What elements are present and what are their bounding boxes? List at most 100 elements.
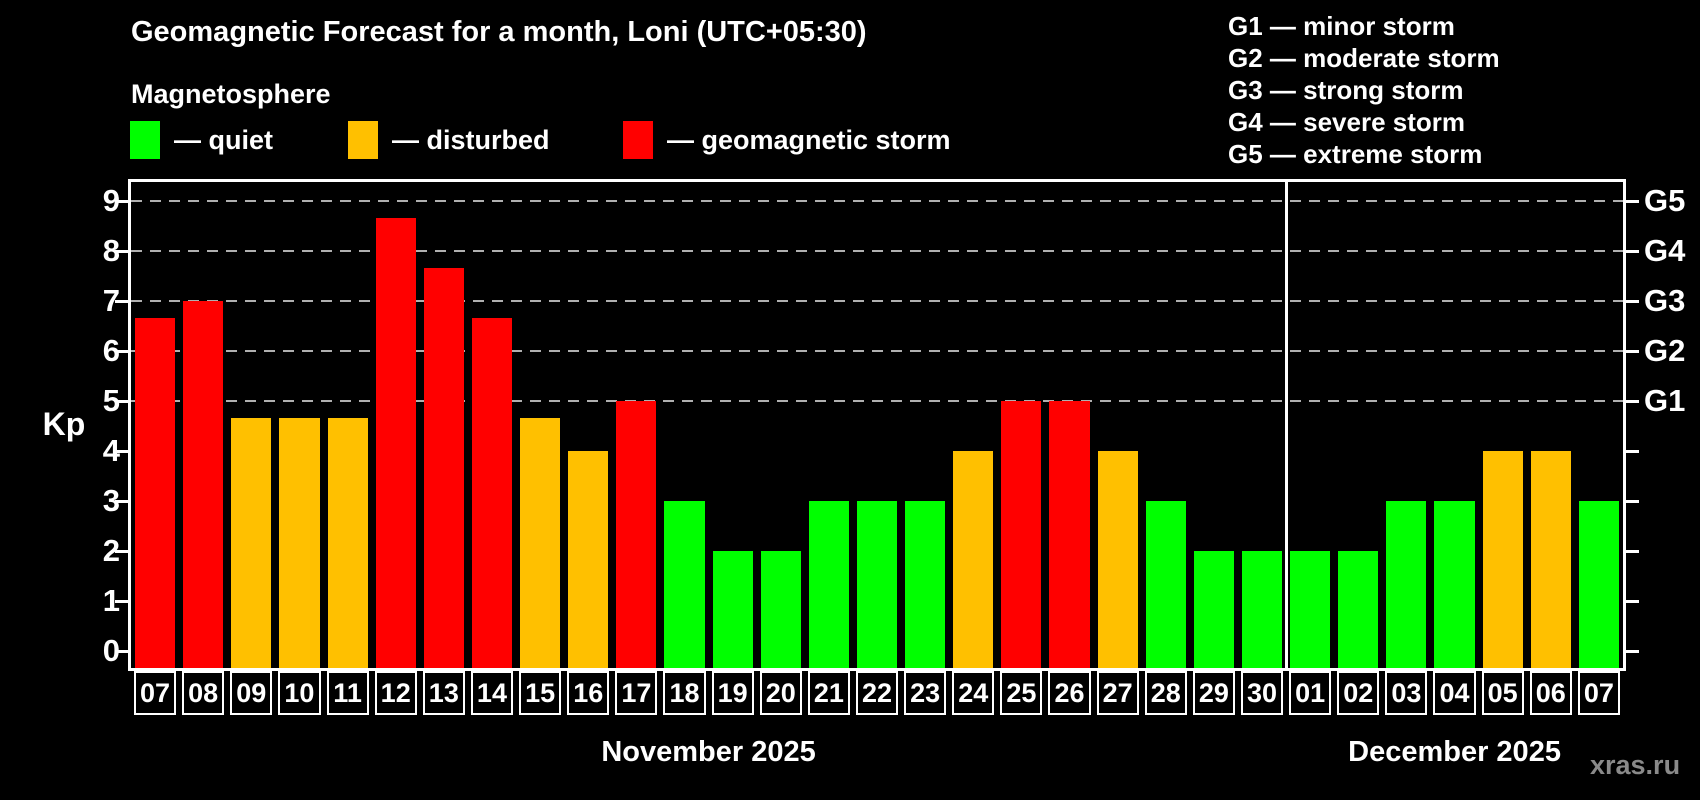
day-label-box: 16 <box>567 671 610 715</box>
y-axis-tick <box>115 399 128 403</box>
y-axis-tick-label: 0 <box>102 633 120 668</box>
g-axis-tick <box>1626 399 1639 403</box>
y-axis-tick <box>115 649 128 653</box>
y-axis-tick-label: 6 <box>102 333 120 368</box>
day-label-box: 04 <box>1433 671 1476 715</box>
quiet-swatch-icon <box>130 121 160 159</box>
g-scale-line: G2 — moderate storm <box>1228 43 1500 73</box>
kp-bar-day-03 <box>1386 501 1427 668</box>
day-label-box: 24 <box>952 671 995 715</box>
legend-item-storm: — geomagnetic storm <box>623 120 951 160</box>
kp-bar-day-22 <box>856 501 898 668</box>
day-label-box: 22 <box>855 671 899 715</box>
day-label-box: 12 <box>374 671 417 715</box>
y-axis-tick <box>115 199 128 203</box>
g-scale-legend: G1 — minor storm G2 — moderate storm G3 — … <box>1228 10 1500 170</box>
gridline-kp5 <box>131 400 1623 402</box>
kp-bar-day-27 <box>1097 451 1138 668</box>
kp-bar-day-02 <box>1338 551 1379 668</box>
chart-subtitle: Magnetosphere <box>131 79 331 109</box>
kp-bar-day-19 <box>712 551 753 668</box>
g-level-label-g1: G1 <box>1644 383 1686 418</box>
day-label-box: 10 <box>278 671 321 715</box>
g-axis-tick <box>1626 349 1639 353</box>
gridline-kp9 <box>131 200 1623 202</box>
gridline-kp6 <box>131 350 1623 352</box>
y-axis-tick <box>115 599 128 603</box>
day-label-box: 03 <box>1385 671 1428 715</box>
y-axis-tick-label: 5 <box>102 383 120 418</box>
g-level-label-g5: G5 <box>1644 183 1686 218</box>
day-label-box: 08 <box>182 671 225 715</box>
legend-label: — geomagnetic storm <box>667 124 951 155</box>
gridline-kp7 <box>131 300 1623 302</box>
day-label-box: 06 <box>1529 671 1572 715</box>
g-scale-line: G5 — extreme storm <box>1228 139 1483 169</box>
kp-bar-day-07 <box>1578 501 1619 668</box>
day-label-box: 01 <box>1289 671 1332 715</box>
legend-label: — quiet <box>174 124 273 155</box>
month-label: November 2025 <box>601 736 816 768</box>
kp-bar-day-30 <box>1241 551 1283 668</box>
y-axis-tick-label: 1 <box>102 583 120 618</box>
legend-item-disturbed: — disturbed <box>348 120 550 160</box>
y-axis-tick <box>115 299 128 303</box>
y-axis-tick-label: 9 <box>102 183 120 218</box>
kp-bar-day-08 <box>183 301 224 668</box>
disturbed-swatch-icon <box>348 121 378 159</box>
kp-bar-day-05 <box>1482 451 1523 668</box>
y-axis-tick <box>115 549 128 553</box>
day-label-box: 17 <box>615 671 658 715</box>
kp-bar-day-09 <box>231 417 272 668</box>
day-label-box: 02 <box>1337 671 1380 715</box>
legend-label: — disturbed <box>392 124 550 155</box>
gridline-kp8 <box>131 250 1623 252</box>
g-axis-tick <box>1626 449 1639 453</box>
day-label-box: 18 <box>663 671 706 715</box>
day-label-box: 27 <box>1096 671 1139 715</box>
kp-axis-label: Kp <box>42 406 86 442</box>
legend-item-quiet: — quiet <box>130 120 273 160</box>
g-level-label-g2: G2 <box>1644 333 1686 368</box>
page-title: Geomagnetic Forecast for a month, Loni (… <box>131 16 867 48</box>
day-label-box: 05 <box>1481 671 1524 715</box>
g-level-label-g3: G3 <box>1644 283 1686 318</box>
kp-bar-day-28 <box>1145 501 1186 668</box>
g-scale-line: G3 — strong storm <box>1228 75 1464 105</box>
kp-bar-day-12 <box>375 217 416 668</box>
g-axis-tick <box>1626 199 1639 203</box>
g-axis-tick <box>1626 599 1639 603</box>
g-axis-tick <box>1626 249 1639 253</box>
kp-bar-day-18 <box>664 501 705 668</box>
g-scale-line: G4 — severe storm <box>1228 107 1466 137</box>
month-divider <box>1284 182 1288 668</box>
kp-bar-day-10 <box>279 417 320 668</box>
day-label-box: 07 <box>134 671 177 715</box>
kp-bar-day-16 <box>568 451 609 668</box>
kp-bar-day-01 <box>1290 551 1331 668</box>
kp-bar-day-29 <box>1193 551 1234 668</box>
plot-area <box>128 179 1626 671</box>
day-label-box: 11 <box>326 671 369 715</box>
day-label-box: 09 <box>230 671 273 715</box>
day-label-box: 28 <box>1144 671 1187 715</box>
kp-bar-day-06 <box>1530 451 1571 668</box>
kp-bar-day-11 <box>327 417 368 668</box>
watermark: xras.ru <box>1590 750 1681 780</box>
y-axis-tick-label: 3 <box>102 483 120 518</box>
day-label-box: 29 <box>1192 671 1235 715</box>
y-axis-tick <box>115 349 128 353</box>
day-label-box: 21 <box>807 671 850 715</box>
kp-bar-day-17 <box>616 401 657 668</box>
y-axis-tick-label: 8 <box>102 233 120 268</box>
y-axis-tick-label: 7 <box>102 283 120 318</box>
day-label-box: 30 <box>1240 671 1284 715</box>
g-level-label-g4: G4 <box>1644 233 1686 268</box>
kp-bar-day-24 <box>953 451 994 668</box>
day-label-box: 20 <box>759 671 802 715</box>
kp-bar-day-07 <box>135 317 176 668</box>
y-axis-tick-label: 2 <box>102 533 120 568</box>
day-label-box: 13 <box>422 671 465 715</box>
kp-bar-day-13 <box>423 267 464 668</box>
